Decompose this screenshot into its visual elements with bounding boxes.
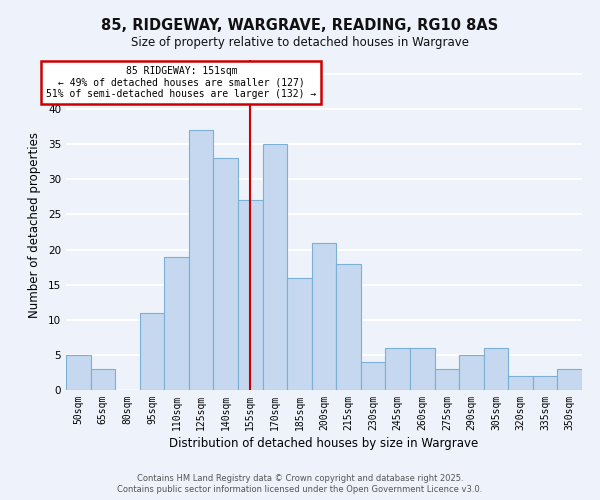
Bar: [533, 376, 557, 390]
Bar: [508, 376, 533, 390]
Text: Size of property relative to detached houses in Wargrave: Size of property relative to detached ho…: [131, 36, 469, 49]
Bar: [214, 158, 238, 390]
Bar: [263, 144, 287, 390]
Bar: [336, 264, 361, 390]
Text: 85 RIDGEWAY: 151sqm
← 49% of detached houses are smaller (127)
51% of semi-detac: 85 RIDGEWAY: 151sqm ← 49% of detached ho…: [46, 66, 317, 99]
Bar: [91, 369, 115, 390]
Bar: [189, 130, 214, 390]
Bar: [312, 242, 336, 390]
Bar: [140, 313, 164, 390]
X-axis label: Distribution of detached houses by size in Wargrave: Distribution of detached houses by size …: [169, 437, 479, 450]
Text: 85, RIDGEWAY, WARGRAVE, READING, RG10 8AS: 85, RIDGEWAY, WARGRAVE, READING, RG10 8A…: [101, 18, 499, 32]
Bar: [410, 348, 434, 390]
Bar: [287, 278, 312, 390]
Text: Contains HM Land Registry data © Crown copyright and database right 2025.
Contai: Contains HM Land Registry data © Crown c…: [118, 474, 482, 494]
Bar: [484, 348, 508, 390]
Bar: [459, 355, 484, 390]
Bar: [557, 369, 582, 390]
Bar: [164, 256, 189, 390]
Bar: [66, 355, 91, 390]
Bar: [361, 362, 385, 390]
Y-axis label: Number of detached properties: Number of detached properties: [28, 132, 41, 318]
Bar: [238, 200, 263, 390]
Bar: [434, 369, 459, 390]
Bar: [385, 348, 410, 390]
